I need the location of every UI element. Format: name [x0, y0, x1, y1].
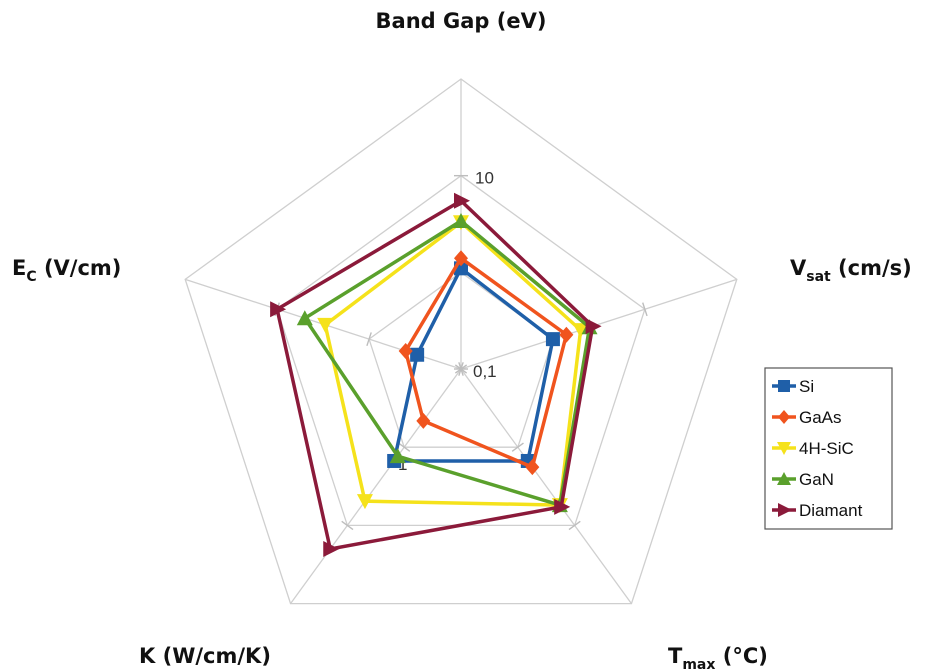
series-line — [275, 198, 595, 551]
tick-label: 0,1 — [473, 362, 497, 381]
axis-label: K (W/cm/K) — [139, 644, 271, 668]
series-line — [403, 255, 569, 470]
axis-label: Band Gap (eV) — [376, 9, 547, 33]
data-point — [778, 503, 792, 517]
tick-label: 1 — [398, 455, 407, 474]
grid-spoke — [460, 368, 632, 604]
data-point — [778, 410, 790, 424]
data-point — [454, 250, 468, 267]
data-point — [778, 380, 790, 392]
axis-label: Tmax (°C) — [668, 644, 768, 671]
data-point — [454, 192, 470, 209]
series-diamant — [270, 192, 602, 557]
axis-tick — [366, 332, 372, 347]
data-point — [559, 326, 574, 343]
radial-tick-labels: 0,1 1 10 — [398, 169, 497, 474]
grid-spoke — [460, 278, 738, 370]
legend-item-4h-sic: 4H-SiC — [772, 439, 854, 458]
data-point — [398, 343, 413, 360]
data-point — [554, 498, 571, 515]
tick-label: 10 — [475, 169, 494, 188]
data-point — [453, 212, 469, 228]
legend-label: GaAs — [799, 408, 842, 427]
data-point — [410, 347, 425, 362]
legend-item-diamant: Diamant — [772, 501, 863, 520]
series-line — [302, 218, 592, 508]
series-line — [392, 265, 555, 463]
legend-label: 4H-SiC — [799, 439, 854, 458]
legend-item-gan: GaN — [772, 470, 834, 489]
data-point — [356, 494, 373, 510]
axis-tick — [341, 520, 354, 531]
legend-label: Diamant — [799, 501, 863, 520]
data-point — [317, 317, 334, 333]
data-point — [323, 540, 340, 557]
legend: Si GaAs 4H-SiC GaN Diamant — [764, 367, 893, 530]
axis-tick — [511, 442, 524, 452]
legend-item-gaas: GaAs — [772, 408, 842, 427]
data-point — [296, 310, 313, 326]
axis-tick — [642, 302, 648, 317]
data-point — [777, 442, 791, 455]
series-layer — [270, 192, 602, 557]
axis-label: EC (V/cm) — [12, 256, 121, 285]
grid-spoke — [290, 368, 462, 604]
legend-item-si: Si — [772, 377, 814, 396]
data-point — [777, 472, 791, 485]
data-point — [545, 332, 560, 347]
data-point — [270, 301, 287, 318]
data-point — [572, 323, 589, 339]
axis-tick — [458, 362, 464, 376]
data-point — [525, 459, 540, 476]
series-gaas — [398, 250, 574, 476]
series-line — [323, 219, 583, 507]
grid-ring — [184, 78, 738, 605]
series-gan — [296, 212, 598, 513]
legend-label: GaN — [799, 470, 834, 489]
data-point — [585, 318, 602, 335]
axis-tick — [398, 442, 411, 452]
data-point — [416, 412, 431, 429]
axis-label: Vsat (cm/s) — [790, 256, 912, 285]
legend-label: Si — [799, 377, 814, 396]
data-point — [389, 448, 406, 464]
axis-tick — [568, 520, 581, 531]
axis-labels: Band Gap (eV) Vsat (cm/s) Tmax (°C) K (W/cm… — [12, 9, 912, 671]
